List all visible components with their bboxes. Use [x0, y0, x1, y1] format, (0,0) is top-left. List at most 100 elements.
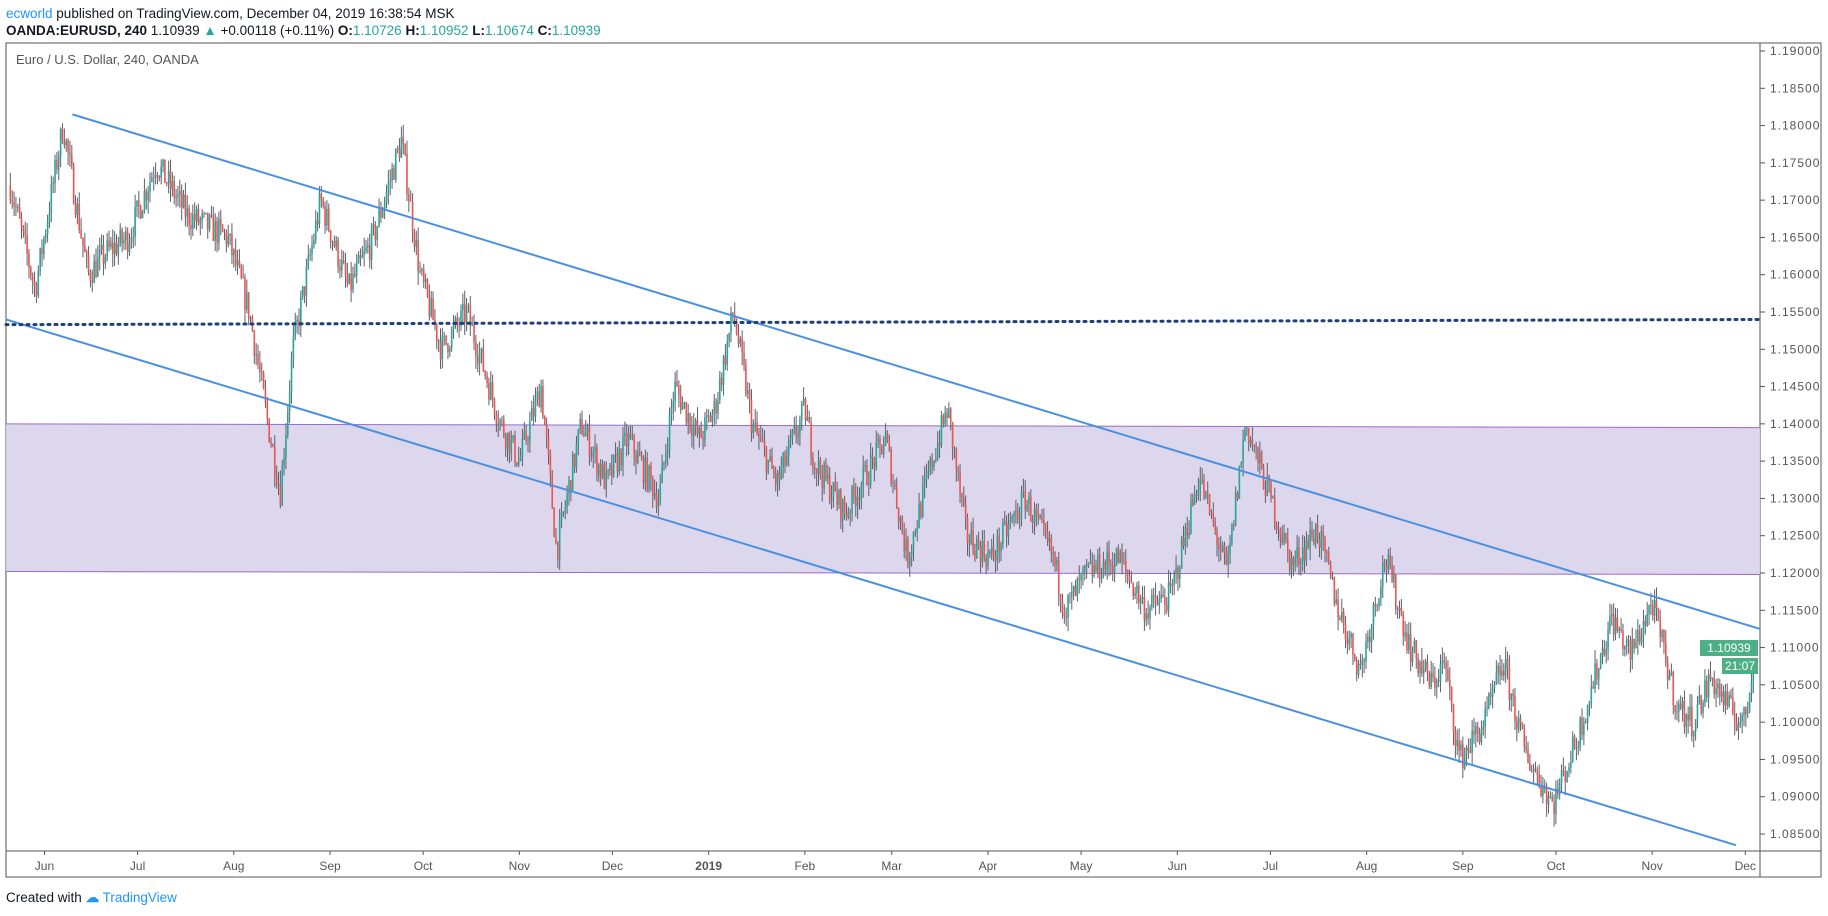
candle-body — [147, 192, 149, 201]
candle-body — [966, 517, 969, 543]
candle-body — [1296, 547, 1298, 559]
author-link[interactable]: ecworld — [6, 6, 53, 21]
candle-body — [113, 242, 116, 254]
candle-body — [1463, 753, 1466, 769]
candle-body — [1583, 722, 1585, 736]
candle-body — [447, 343, 449, 353]
candle-body — [1530, 770, 1533, 772]
candle-body — [192, 214, 194, 229]
candle-body — [462, 303, 464, 310]
candle-body — [827, 475, 829, 479]
candle-body — [1208, 494, 1211, 514]
candle-body — [1149, 607, 1151, 619]
candle-body — [752, 423, 755, 434]
candle-body — [644, 457, 647, 483]
candle-body — [830, 497, 833, 502]
candle-body — [1035, 508, 1038, 517]
candle-body — [858, 497, 861, 499]
candle-body — [890, 449, 892, 484]
candle-body — [121, 229, 123, 244]
candle-body — [1387, 555, 1390, 570]
candle-body — [1201, 479, 1203, 481]
candle-body — [339, 267, 341, 271]
candle-body — [1428, 673, 1431, 687]
candle-body — [1100, 577, 1103, 579]
candle-body — [1562, 770, 1565, 772]
candle-body — [607, 469, 609, 472]
candle-body — [1421, 661, 1423, 674]
candle-body — [395, 149, 397, 180]
candle-body — [789, 438, 792, 441]
candle-body — [1043, 519, 1045, 525]
candle-body — [1327, 552, 1330, 564]
candle-body — [393, 168, 395, 180]
candle-body — [523, 431, 526, 439]
candle-body — [247, 292, 250, 319]
y-tick-label: 1.13000 — [1770, 491, 1820, 505]
candle-body — [840, 490, 842, 521]
candle-body — [1668, 675, 1671, 681]
candle-body — [977, 538, 980, 547]
candle-body — [208, 215, 211, 230]
candle-body — [486, 375, 488, 384]
candle-body — [1203, 479, 1205, 498]
candle-body — [614, 453, 617, 455]
candle-body — [1037, 515, 1040, 517]
candle-body — [1357, 663, 1360, 675]
candle-body — [743, 352, 745, 366]
candle-body — [361, 255, 364, 258]
candle-body — [1056, 560, 1058, 566]
candle-body — [473, 324, 475, 343]
candle-body — [1376, 606, 1378, 607]
open-value: 1.10726 — [352, 23, 402, 38]
candle-body — [1385, 565, 1388, 570]
candle-body — [82, 237, 84, 246]
candle-body — [1689, 706, 1691, 721]
candle-body — [575, 444, 578, 468]
candle-body — [378, 209, 380, 227]
candle-body — [847, 512, 850, 518]
candle-body — [411, 201, 414, 233]
candle-body — [1355, 660, 1358, 675]
candle-body — [715, 401, 717, 414]
candle-body — [279, 483, 282, 506]
candle-body — [976, 538, 978, 559]
candle-body — [1115, 548, 1118, 565]
candle-body — [1741, 715, 1743, 722]
candle-body — [149, 181, 151, 193]
x-tick-label: Aug — [223, 859, 244, 873]
candle-body — [322, 199, 324, 206]
candle-body — [836, 491, 838, 505]
candle-body — [171, 181, 174, 189]
candle-body — [1251, 439, 1254, 446]
candle-body — [1635, 641, 1637, 649]
candle-body — [1147, 613, 1149, 619]
tradingview-link[interactable]: TradingView — [102, 890, 177, 905]
y-tick-label: 1.10500 — [1770, 678, 1820, 692]
candle-body — [529, 420, 531, 442]
candle-body — [249, 317, 252, 319]
candle-body — [864, 464, 866, 467]
candle-body — [1417, 658, 1419, 674]
candle-body — [1151, 594, 1153, 608]
candle-body — [946, 412, 948, 419]
candle-body — [162, 159, 164, 167]
candle-body — [581, 419, 583, 435]
candle-body — [1687, 714, 1689, 721]
candle-body — [594, 447, 596, 452]
x-tick-label: Oct — [414, 859, 433, 873]
candle-body — [1434, 677, 1436, 688]
candle-body — [385, 192, 388, 203]
candle-body — [277, 483, 280, 485]
candle-body — [1063, 612, 1066, 617]
candle-body — [415, 239, 418, 247]
y-tick-label: 1.12500 — [1770, 529, 1820, 543]
candle-body — [380, 209, 382, 218]
candle-body — [314, 220, 317, 241]
candle-body — [547, 437, 550, 455]
candle-body — [1132, 583, 1135, 596]
candle-body — [979, 546, 982, 563]
candle-body — [1732, 697, 1734, 714]
candle-body — [962, 497, 965, 505]
